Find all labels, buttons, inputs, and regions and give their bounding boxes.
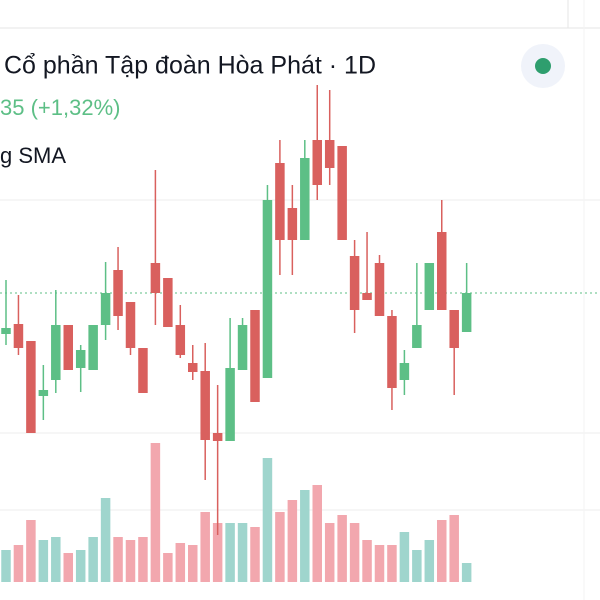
candle-body xyxy=(312,140,322,185)
volume-bar xyxy=(63,553,73,582)
volume-bar xyxy=(300,490,310,582)
volume-bar xyxy=(449,515,459,582)
volume-bar xyxy=(225,523,235,582)
volume-bar xyxy=(125,540,136,582)
candle-body xyxy=(38,390,49,396)
candle-body xyxy=(399,363,410,380)
volume-bar xyxy=(175,543,186,582)
volume-bar xyxy=(150,443,161,582)
volume-bar xyxy=(437,520,447,582)
candle-body xyxy=(424,263,435,310)
candle-body xyxy=(437,232,447,310)
volume-bar xyxy=(461,563,472,582)
candle-body xyxy=(212,433,223,441)
candle-body xyxy=(163,278,173,327)
volume-bar xyxy=(337,515,347,582)
candle-body xyxy=(225,368,235,441)
candle-body xyxy=(250,310,260,402)
volume-bar xyxy=(138,537,148,582)
price-change: 35 (+1,32%) xyxy=(0,95,120,120)
volume-bar xyxy=(26,520,36,582)
volume-bar xyxy=(287,500,298,582)
candle-body xyxy=(125,302,136,348)
candle-body xyxy=(200,371,210,440)
volume-bar xyxy=(75,550,86,582)
candle-body xyxy=(461,293,472,332)
volume-bar xyxy=(13,545,24,582)
candle-body xyxy=(75,350,86,368)
candle-body xyxy=(88,325,98,370)
candle-body xyxy=(275,163,285,240)
candle-body xyxy=(324,140,335,168)
volume-bar xyxy=(237,523,248,582)
candle-body xyxy=(287,208,298,240)
candle-body xyxy=(63,325,73,370)
candle-body xyxy=(412,325,422,348)
volume-bar xyxy=(88,537,98,582)
volume-bar xyxy=(1,550,11,582)
volume-bar xyxy=(100,498,111,582)
volume-bar xyxy=(362,540,372,582)
candle-body xyxy=(100,293,111,325)
volume-bar xyxy=(349,523,360,582)
volume-bar xyxy=(200,512,210,582)
status-dot xyxy=(535,58,551,74)
volume-bar xyxy=(51,537,61,582)
volume-bar xyxy=(38,540,49,582)
candle-body xyxy=(449,310,459,348)
volume-bar xyxy=(262,458,273,582)
candle-body xyxy=(300,158,310,240)
candle-body xyxy=(1,328,11,334)
candle-body xyxy=(237,325,248,370)
candle-body xyxy=(337,146,347,240)
volume-bar xyxy=(275,512,285,582)
candle-body xyxy=(387,316,397,388)
volume-bar xyxy=(387,545,397,582)
volume-bar xyxy=(250,527,260,582)
volume-bar xyxy=(374,545,385,582)
volume-bar xyxy=(188,545,198,582)
volume-bar xyxy=(212,523,223,582)
candle-body xyxy=(349,256,360,310)
candle-body xyxy=(262,200,273,378)
volume-bar xyxy=(424,540,435,582)
candle-body xyxy=(51,325,61,380)
candle-body xyxy=(138,348,148,393)
chart-title: Cổ phần Tập đoàn Hòa Phát · 1D xyxy=(4,52,376,80)
candle-body xyxy=(175,325,186,355)
volume-bar xyxy=(399,532,410,582)
candle-body xyxy=(150,263,161,293)
volume-bar xyxy=(324,523,335,582)
candle-body xyxy=(188,363,198,372)
volume-bar xyxy=(163,553,173,582)
candle-body xyxy=(26,341,36,433)
plot xyxy=(0,85,600,582)
candle-body xyxy=(362,293,372,300)
indicator-label: g SMA xyxy=(0,143,66,168)
candle-body xyxy=(374,263,385,316)
volume-bar xyxy=(412,550,422,582)
volume-bar xyxy=(113,537,123,582)
candle-body xyxy=(113,270,123,316)
volume-bar xyxy=(312,485,322,582)
candle-body xyxy=(13,324,24,348)
